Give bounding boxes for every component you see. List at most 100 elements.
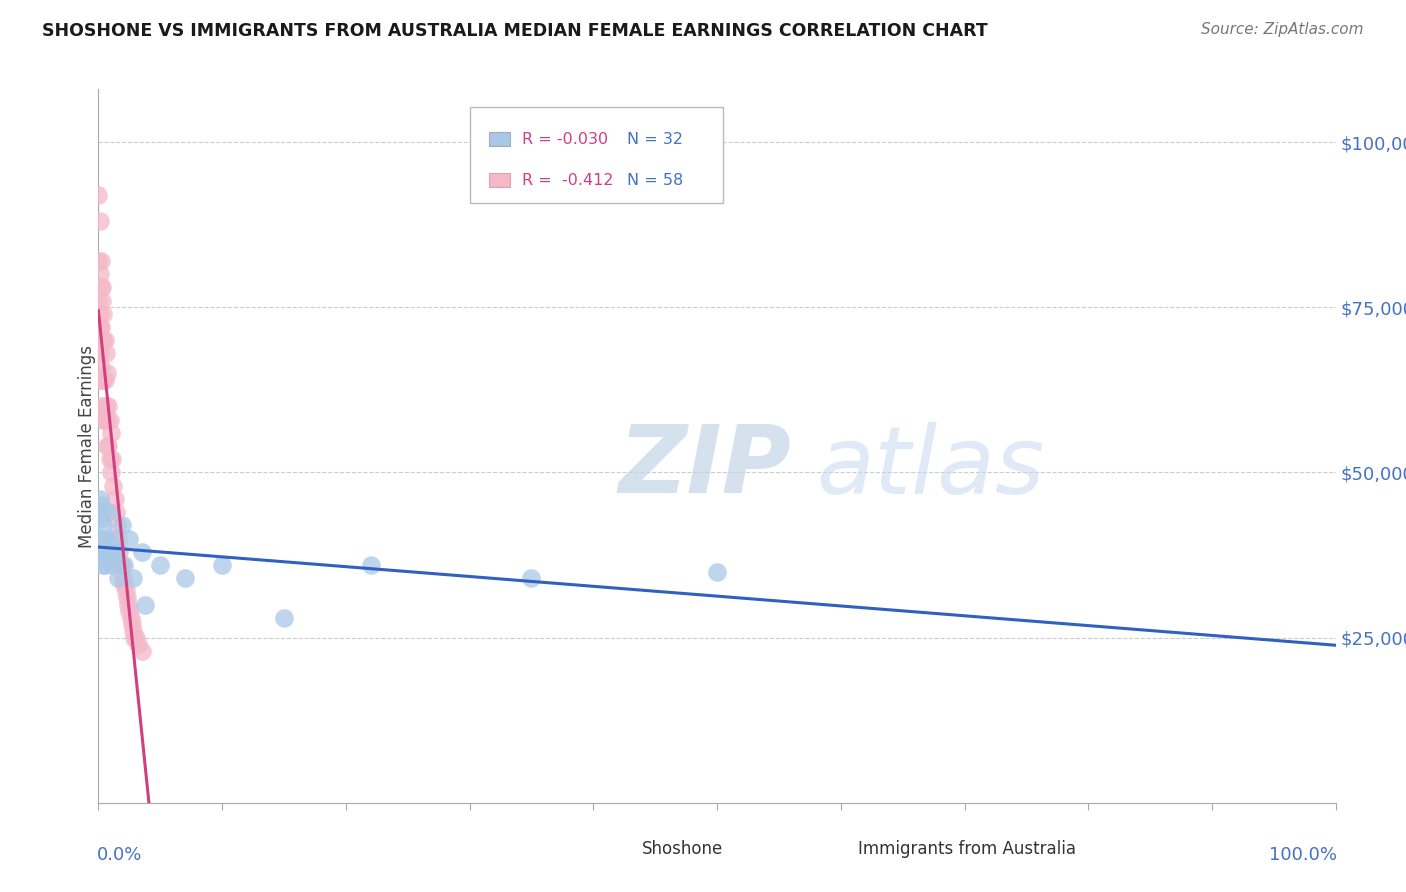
Point bbox=[93, 333, 115, 347]
FancyBboxPatch shape bbox=[610, 837, 636, 862]
Point bbox=[93, 545, 115, 559]
Point bbox=[100, 532, 122, 546]
Point bbox=[131, 644, 153, 658]
Point bbox=[112, 571, 135, 585]
Point bbox=[89, 214, 111, 228]
Point bbox=[706, 565, 728, 579]
Point bbox=[100, 425, 122, 440]
Point bbox=[90, 254, 112, 268]
Point bbox=[273, 611, 295, 625]
Point bbox=[96, 367, 118, 381]
Text: ZIP: ZIP bbox=[619, 421, 792, 514]
Point bbox=[131, 545, 153, 559]
Point bbox=[97, 505, 120, 519]
Point bbox=[91, 373, 114, 387]
Point bbox=[91, 280, 114, 294]
Point bbox=[87, 293, 110, 308]
Point bbox=[117, 598, 139, 612]
Point bbox=[118, 532, 141, 546]
Point bbox=[93, 333, 115, 347]
Point bbox=[101, 558, 124, 572]
Point bbox=[107, 532, 129, 546]
Point bbox=[360, 558, 382, 572]
Point bbox=[94, 346, 117, 360]
Point bbox=[91, 333, 114, 347]
FancyBboxPatch shape bbox=[489, 132, 510, 146]
Text: R = -0.030: R = -0.030 bbox=[522, 132, 607, 146]
Point bbox=[111, 558, 134, 572]
Point bbox=[94, 400, 117, 414]
Point bbox=[98, 545, 121, 559]
Point bbox=[122, 571, 145, 585]
Point bbox=[121, 617, 143, 632]
Point bbox=[90, 320, 112, 334]
Text: 100.0%: 100.0% bbox=[1270, 846, 1337, 863]
Point bbox=[134, 598, 156, 612]
Point bbox=[111, 518, 134, 533]
Point bbox=[93, 412, 115, 426]
Text: N = 58: N = 58 bbox=[627, 173, 683, 187]
Point bbox=[93, 373, 115, 387]
Point bbox=[93, 307, 115, 321]
Point bbox=[103, 545, 125, 559]
Text: Shoshone: Shoshone bbox=[641, 840, 723, 858]
Point bbox=[100, 466, 122, 480]
Point bbox=[105, 518, 128, 533]
Point bbox=[91, 505, 114, 519]
Point bbox=[112, 578, 135, 592]
Point bbox=[520, 571, 543, 585]
Point bbox=[118, 604, 141, 618]
Point bbox=[89, 491, 111, 506]
Text: Source: ZipAtlas.com: Source: ZipAtlas.com bbox=[1201, 22, 1364, 37]
Point bbox=[122, 624, 145, 638]
Point bbox=[96, 412, 118, 426]
Text: atlas: atlas bbox=[815, 422, 1045, 513]
FancyBboxPatch shape bbox=[827, 837, 852, 862]
Point bbox=[90, 359, 112, 374]
Point bbox=[94, 532, 117, 546]
Point bbox=[93, 558, 115, 572]
Point bbox=[108, 545, 131, 559]
Point bbox=[89, 346, 111, 360]
Text: N = 32: N = 32 bbox=[627, 132, 683, 146]
Point bbox=[93, 373, 115, 387]
Point bbox=[90, 400, 112, 414]
Point bbox=[114, 584, 136, 599]
Text: R =  -0.412: R = -0.412 bbox=[522, 173, 613, 187]
Point bbox=[110, 558, 132, 572]
Point bbox=[104, 505, 127, 519]
Point bbox=[97, 400, 120, 414]
Point bbox=[107, 571, 129, 585]
FancyBboxPatch shape bbox=[470, 107, 723, 203]
Point bbox=[112, 558, 135, 572]
Text: Immigrants from Australia: Immigrants from Australia bbox=[858, 840, 1076, 858]
Point bbox=[93, 412, 115, 426]
Text: 0.0%: 0.0% bbox=[97, 846, 142, 863]
Point bbox=[101, 452, 124, 467]
Point bbox=[115, 591, 138, 605]
Point bbox=[93, 518, 115, 533]
Point bbox=[93, 558, 115, 572]
Y-axis label: Median Female Earnings: Median Female Earnings bbox=[79, 344, 96, 548]
Point bbox=[98, 412, 121, 426]
Point bbox=[103, 491, 125, 506]
Point bbox=[124, 631, 146, 645]
Point bbox=[87, 188, 110, 202]
Point bbox=[127, 637, 149, 651]
Point bbox=[90, 280, 112, 294]
Point bbox=[96, 545, 118, 559]
Point bbox=[91, 293, 114, 308]
Point bbox=[98, 452, 121, 467]
Point bbox=[105, 545, 128, 559]
FancyBboxPatch shape bbox=[489, 173, 510, 187]
Point bbox=[103, 478, 125, 492]
Point bbox=[87, 254, 110, 268]
Point bbox=[124, 631, 146, 645]
Point bbox=[96, 439, 118, 453]
Point bbox=[97, 439, 120, 453]
Point bbox=[90, 499, 112, 513]
Point bbox=[91, 545, 114, 559]
Point bbox=[89, 320, 111, 334]
Point bbox=[89, 373, 111, 387]
Point bbox=[89, 267, 111, 281]
